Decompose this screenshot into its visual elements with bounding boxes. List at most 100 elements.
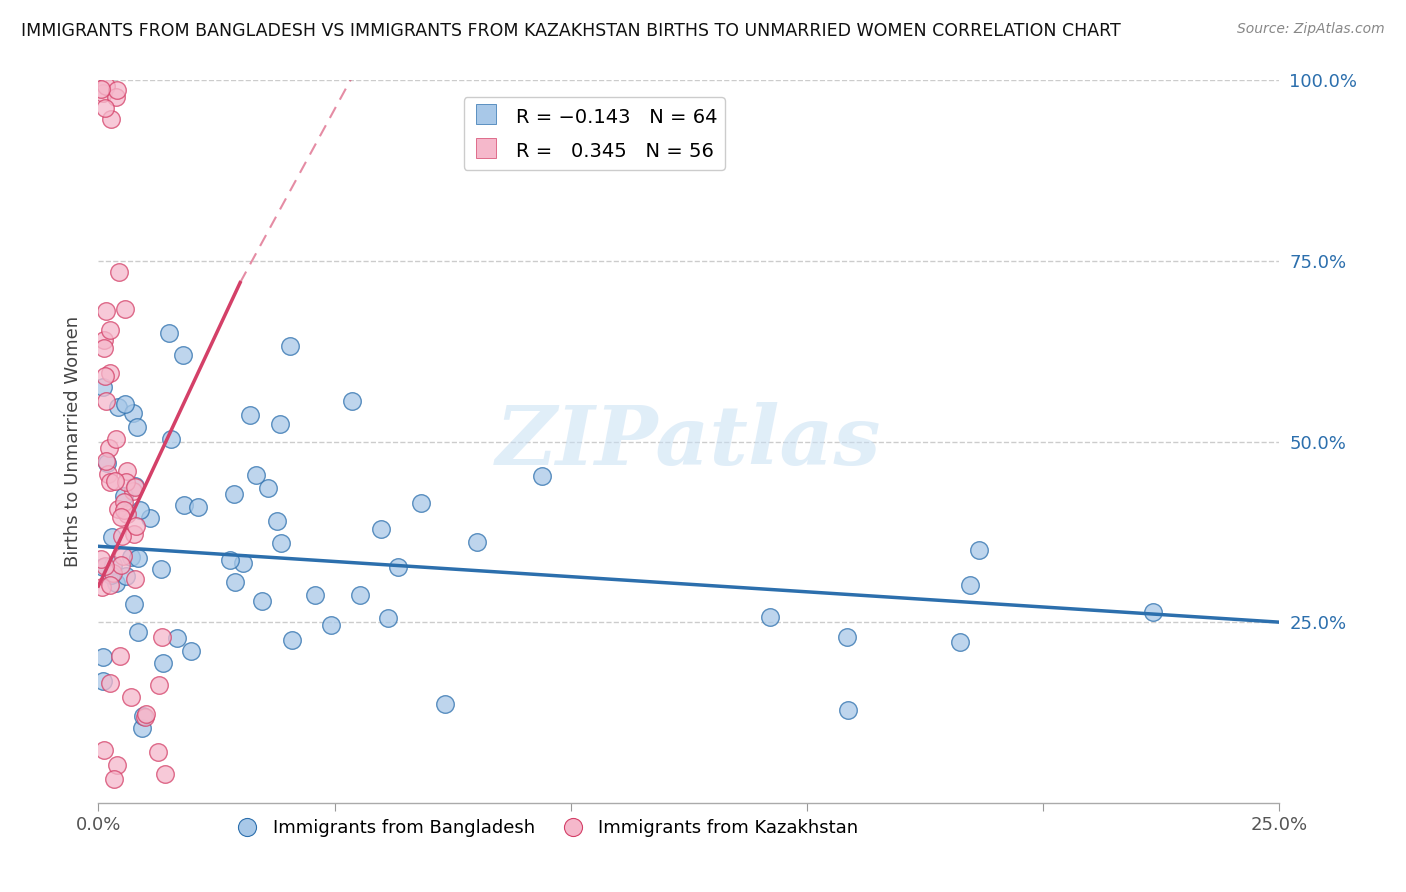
Point xyxy=(124,479,146,493)
Point xyxy=(122,597,145,611)
Text: Source: ZipAtlas.com: Source: ZipAtlas.com xyxy=(1237,22,1385,37)
Point xyxy=(219,553,242,567)
Point xyxy=(157,326,180,340)
Point xyxy=(107,501,129,516)
Point xyxy=(105,90,128,104)
Point xyxy=(93,333,115,347)
Point xyxy=(387,559,409,574)
Point xyxy=(120,690,142,704)
Point xyxy=(150,562,173,576)
Point xyxy=(114,301,136,316)
Point xyxy=(91,674,114,689)
Point xyxy=(187,500,209,514)
Point xyxy=(108,265,131,279)
Point xyxy=(114,397,136,411)
Point xyxy=(97,441,120,455)
Point xyxy=(121,406,143,420)
Point xyxy=(110,529,132,543)
Point xyxy=(94,369,117,384)
Point xyxy=(269,417,291,431)
Point xyxy=(129,503,152,517)
Point xyxy=(91,650,114,665)
Point xyxy=(837,703,859,717)
Point xyxy=(835,631,858,645)
Point xyxy=(93,341,115,355)
Point xyxy=(94,454,117,468)
Point xyxy=(433,697,456,711)
Point xyxy=(173,498,195,512)
Point xyxy=(125,420,148,434)
Point xyxy=(105,83,128,97)
Point xyxy=(134,710,156,724)
Point xyxy=(245,467,267,482)
Point xyxy=(104,474,127,488)
Point xyxy=(340,394,363,409)
Point xyxy=(180,644,202,658)
Point xyxy=(153,767,176,781)
Point xyxy=(98,366,121,380)
Point xyxy=(110,509,132,524)
Point xyxy=(132,709,155,723)
Point xyxy=(112,490,135,504)
Point xyxy=(98,676,121,690)
Point xyxy=(122,526,145,541)
Point xyxy=(96,78,118,93)
Point xyxy=(467,535,489,549)
Point xyxy=(115,508,138,522)
Point xyxy=(91,86,114,100)
Point xyxy=(103,566,125,581)
Point xyxy=(103,772,125,786)
Point xyxy=(112,549,135,563)
Point xyxy=(112,494,135,508)
Point xyxy=(94,558,117,573)
Point xyxy=(103,558,125,573)
Point xyxy=(152,656,174,670)
Point xyxy=(266,514,288,528)
Point xyxy=(101,530,124,544)
Point xyxy=(232,556,254,570)
Point xyxy=(97,467,120,481)
Point xyxy=(257,481,280,495)
Point xyxy=(250,594,273,608)
Point xyxy=(135,707,157,722)
Point xyxy=(124,480,146,494)
Text: IMMIGRANTS FROM BANGLADESH VS IMMIGRANTS FROM KAZAKHSTAN BIRTHS TO UNMARRIED WOM: IMMIGRANTS FROM BANGLADESH VS IMMIGRANTS… xyxy=(21,22,1121,40)
Text: ZIPatlas: ZIPatlas xyxy=(496,401,882,482)
Point xyxy=(124,573,146,587)
Point xyxy=(148,745,170,759)
Point xyxy=(150,630,173,644)
Point xyxy=(98,578,121,592)
Point xyxy=(90,580,112,594)
Point xyxy=(281,632,304,647)
Point xyxy=(105,432,128,446)
Point xyxy=(100,112,122,127)
Point xyxy=(98,475,121,490)
Point xyxy=(160,432,183,446)
Point xyxy=(91,559,114,574)
Point xyxy=(100,568,122,582)
Point xyxy=(127,551,149,566)
Point xyxy=(114,475,136,490)
Point xyxy=(96,456,118,470)
Point xyxy=(127,625,149,640)
Point xyxy=(270,536,292,550)
Point xyxy=(120,550,142,565)
Y-axis label: Births to Unmarried Women: Births to Unmarried Women xyxy=(63,316,82,567)
Point xyxy=(319,617,342,632)
Point xyxy=(91,380,114,394)
Point xyxy=(93,743,115,757)
Point xyxy=(224,574,246,589)
Point xyxy=(370,522,392,536)
Point xyxy=(411,496,433,510)
Point xyxy=(105,758,128,772)
Point xyxy=(98,323,121,337)
Point xyxy=(224,486,246,500)
Legend: Immigrants from Bangladesh, Immigrants from Kazakhstan: Immigrants from Bangladesh, Immigrants f… xyxy=(229,812,865,845)
Point xyxy=(131,721,153,735)
Point xyxy=(125,519,148,533)
Point xyxy=(172,348,194,362)
Point xyxy=(139,511,162,525)
Point xyxy=(530,468,553,483)
Point xyxy=(107,400,129,414)
Point xyxy=(349,588,371,602)
